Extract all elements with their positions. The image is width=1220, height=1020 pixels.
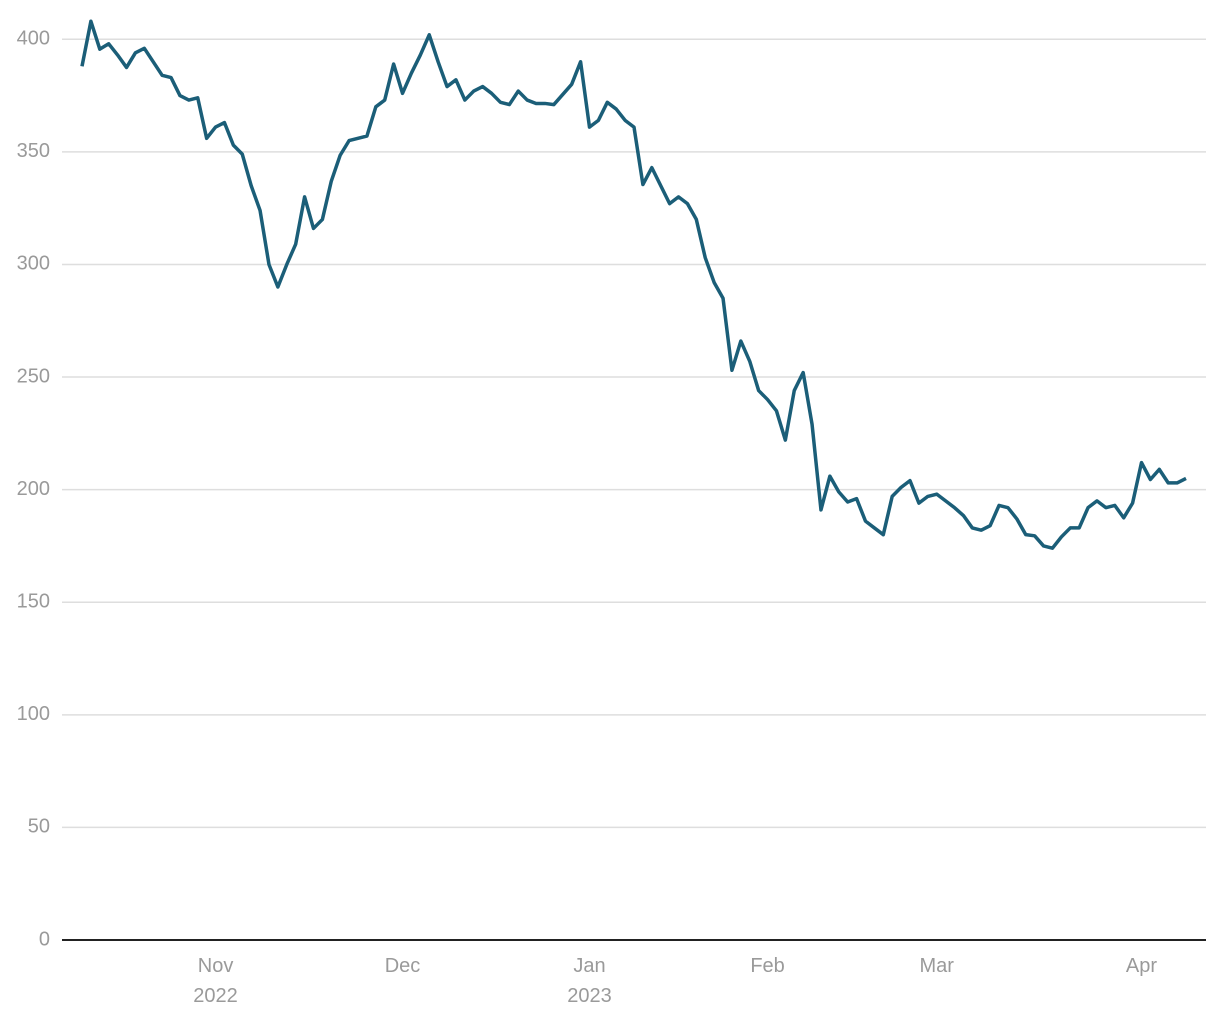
y-tick-label: 150	[17, 591, 50, 613]
x-tick-label: Apr	[1125, 955, 1158, 977]
x-tick-label: Jan 2023	[567, 955, 612, 1007]
x-tick-label: Feb	[750, 955, 785, 977]
y-tick-label: 0	[39, 928, 50, 950]
y-tick-label: 100	[17, 703, 50, 725]
y-tick-label: 350	[17, 140, 50, 162]
y-tick-label: 50	[28, 816, 50, 838]
line	[80, 19, 1187, 550]
x-tick-label: Mar	[919, 955, 954, 977]
y-tick-label: 250	[17, 365, 50, 387]
y-tick-label: 400	[17, 28, 50, 50]
y-tick-label: 200	[17, 478, 50, 500]
x-tick-label: Nov 2022	[193, 955, 238, 1007]
x-tick-label: Dec	[384, 955, 421, 977]
y-tick-label: 300	[17, 253, 50, 275]
